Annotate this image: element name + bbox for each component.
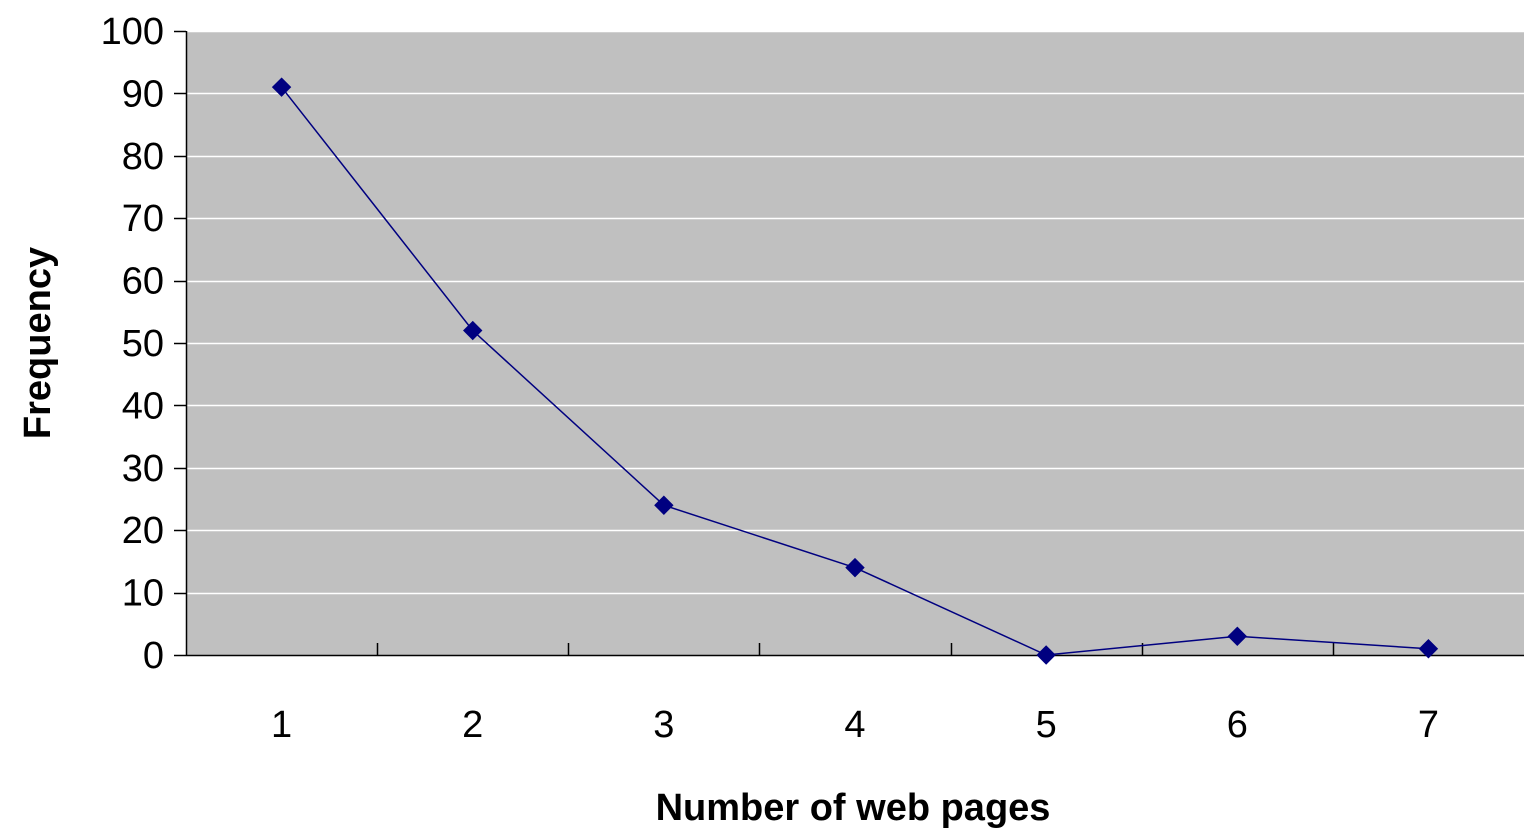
y-tick-label: 90 bbox=[122, 73, 164, 115]
x-axis-title: Number of web pages bbox=[656, 787, 1051, 829]
x-tick-labels: 1 2 3 4 5 6 7 bbox=[271, 704, 1439, 746]
y-tick-labels: 0 10 20 30 40 50 60 70 80 90 100 bbox=[101, 11, 164, 677]
y-tick-label: 70 bbox=[122, 198, 164, 240]
y-tick-label: 80 bbox=[122, 136, 164, 178]
x-tick-label: 6 bbox=[1227, 704, 1248, 746]
x-tick-label: 5 bbox=[1036, 704, 1057, 746]
x-tick-label: 3 bbox=[653, 704, 674, 746]
y-tick-label: 40 bbox=[122, 385, 164, 427]
y-tick-label: 50 bbox=[122, 323, 164, 365]
data-point-marker bbox=[1227, 626, 1247, 646]
series-group bbox=[271, 77, 1439, 665]
y-tick-label: 20 bbox=[122, 510, 164, 552]
x-tick-label: 2 bbox=[462, 704, 483, 746]
y-axis-title: Frequency bbox=[17, 247, 59, 439]
data-point-marker bbox=[271, 77, 292, 97]
data-point-marker bbox=[463, 320, 483, 341]
data-point-marker bbox=[1036, 645, 1056, 665]
y-tick-label: 10 bbox=[122, 573, 164, 615]
y-tick-label: 0 bbox=[143, 635, 164, 677]
x-tick-label: 4 bbox=[844, 704, 865, 746]
data-point-marker bbox=[1418, 639, 1439, 659]
y-tick-label: 30 bbox=[122, 448, 164, 490]
data-point-marker bbox=[845, 557, 865, 578]
axes bbox=[174, 30, 1524, 657]
y-tick-label: 60 bbox=[122, 261, 164, 303]
y-tick-label: 100 bbox=[101, 11, 164, 53]
x-tick-label: 1 bbox=[271, 704, 292, 746]
gridlines bbox=[186, 30, 1524, 595]
x-tick-label: 7 bbox=[1418, 704, 1439, 746]
data-point-marker bbox=[654, 495, 674, 515]
